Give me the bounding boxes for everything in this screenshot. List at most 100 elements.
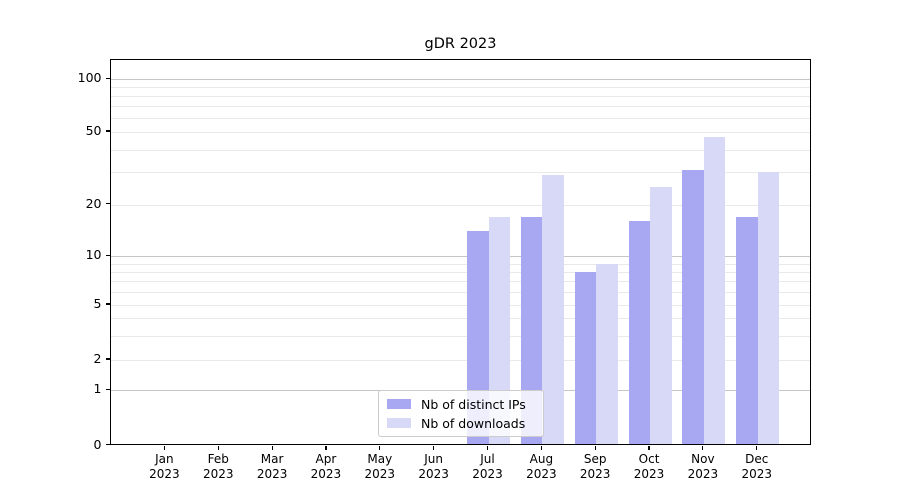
gridline-major-100 [111,79,810,81]
x-tick-month-text: Jul [480,451,495,466]
legend-label-downloads: Nb of downloads [421,415,526,431]
bar-ips-sep [574,271,597,444]
x-tick-year-text: 2023 [633,466,665,481]
x-tick-label-jan: Jan 2023 [134,452,194,482]
y-tick-label-100: 100 [77,70,102,86]
plot-area [110,59,811,445]
x-tick-mark-dec [756,445,758,450]
x-tick-year-text: 2023 [149,466,180,481]
y-tick-label-20: 20 [85,195,102,211]
y-tick-label-5: 5 [93,296,102,311]
x-tick-label-sep: Sep 2023 [565,452,625,482]
x-tick-mark-jun [433,445,435,450]
x-tick-year-text: 2023 [687,466,719,481]
x-tick-month-text: May [367,451,393,466]
x-tick-year-text: 2023 [418,466,449,481]
x-tick-year-text: 2023 [256,466,288,481]
x-tick-mark-apr [325,445,327,450]
chart-title: gDR 2023 [424,36,497,52]
x-tick-label-apr: Apr 2023 [296,452,356,482]
x-tick-year-text: 2023 [310,466,342,481]
bar-downloads-dec [757,172,780,444]
y-tick-mark-2 [105,358,110,360]
x-tick-mark-feb [217,445,219,450]
y-tick-mark-1 [105,388,110,390]
x-tick-year-text: 2023 [472,466,503,481]
x-tick-month-text: Jan [155,451,174,466]
x-tick-label-may: May 2023 [350,452,410,482]
y-tick-mark-20 [105,202,110,205]
x-tick-year-text: 2023 [579,466,611,481]
x-tick-mark-oct [648,445,650,450]
bar-ips-oct [628,221,651,444]
x-tick-label-jul: Jul 2023 [458,452,518,482]
x-tick-mark-sep [594,445,596,450]
x-tick-label-nov: Nov 2023 [673,452,733,482]
bar-downloads-aug [542,175,564,444]
y-tick-mark-10 [105,254,110,256]
bar-ips-dec [736,216,758,444]
y-tick-mark-0 [105,443,110,446]
legend-swatch-downloads [387,418,411,428]
gridline-minor-70 [111,106,810,108]
x-tick-label-jun: Jun 2023 [404,452,464,482]
bar-ips-aug [520,216,543,444]
gridline-minor-2 [111,360,810,361]
x-tick-mark-aug [540,445,542,450]
gridline-minor-60 [111,118,810,120]
x-tick-month-text: Oct [638,451,660,466]
gridline-minor-8 [111,271,810,273]
x-tick-year-text: 2023 [364,466,396,481]
x-tick-label-mar: Mar 2023 [242,452,302,482]
gridline-major-10 [111,256,810,258]
x-tick-month-text: Jun [424,451,444,466]
x-tick-year-text: 2023 [202,466,234,481]
x-tick-label-dec: Dec 2023 [727,452,787,482]
y-tick-label-10: 10 [85,247,102,263]
gridline-minor-90 [111,87,810,89]
x-tick-month-text: Nov [691,451,715,466]
y-tick-label-1: 1 [93,381,102,397]
x-tick-mark-jan [163,445,165,450]
gridline-minor-7 [111,281,810,283]
gridline-minor-4 [111,318,810,320]
bar-downloads-sep [596,263,618,444]
bar-downloads-nov [703,136,726,444]
gridline-minor-20 [111,204,810,206]
bar-downloads-jul [488,216,510,444]
gridline-minor-40 [111,149,810,151]
bar-downloads-oct [650,186,672,444]
x-tick-mark-mar [271,445,273,450]
y-tick-label-50: 50 [85,123,102,138]
gridline-minor-30 [111,172,810,174]
legend: Nb of distinct IPs Nb of downloads [378,390,544,437]
bar-ips-nov [682,169,704,444]
x-tick-label-oct: Oct 2023 [619,452,679,482]
y-tick-mark-5 [105,303,110,305]
y-tick-label-2: 2 [93,351,102,366]
x-tick-mark-may [379,445,381,450]
x-tick-month-text: Apr [315,451,337,466]
gridline-minor-5 [111,305,810,306]
x-tick-year-text: 2023 [526,466,557,481]
gridline-minor-6 [111,292,810,294]
y-tick-mark-100 [105,77,110,79]
legend-label-distinct-ips: Nb of distinct IPs [421,396,526,412]
x-tick-month-text: Aug [529,451,554,466]
legend-swatch-distinct-ips [387,399,411,409]
x-tick-mark-jul [486,445,489,450]
gridline-minor-80 [111,96,810,98]
y-tick-label-0: 0 [93,436,102,452]
x-tick-year-text: 2023 [741,466,773,481]
x-tick-month-text: Feb [207,451,229,466]
x-tick-month-text: Dec [745,451,769,466]
x-tick-mark-nov [702,445,704,450]
gridline-minor-9 [111,263,810,265]
x-tick-month-text: Mar [260,451,284,466]
legend-item-distinct-ips: Nb of distinct IPs [387,397,535,412]
x-tick-label-feb: Feb 2023 [188,452,248,482]
legend-item-downloads: Nb of downloads [387,416,535,431]
y-tick-mark-50 [105,130,110,132]
x-tick-month-text: Sep [583,451,607,466]
